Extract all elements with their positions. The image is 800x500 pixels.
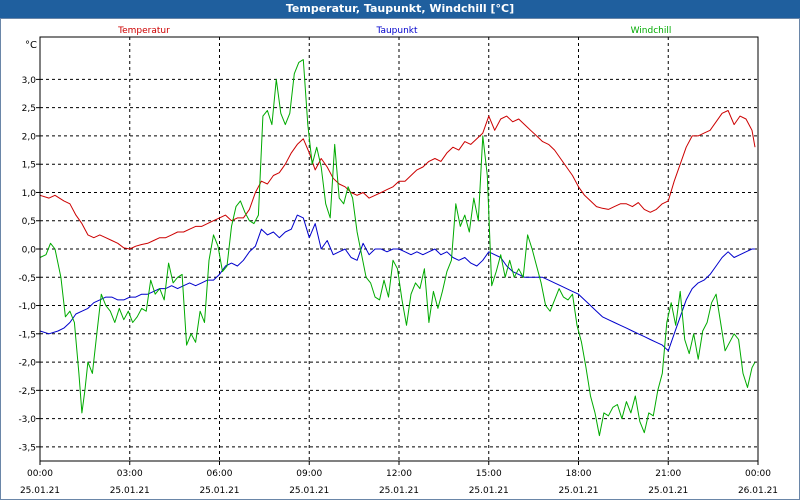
series-lines	[39, 59, 756, 437]
series-line-temperatur	[39, 110, 756, 250]
x-tick-time-label: 21:00	[655, 469, 681, 479]
y-tick-label: 1,0	[22, 189, 37, 199]
x-tick-time-label: 15:00	[476, 469, 502, 479]
x-tick-date-label: 26.01.21	[738, 486, 778, 496]
x-tick-date-label: 25.01.21	[648, 486, 688, 496]
y-tick-label: 0,0	[22, 246, 37, 256]
x-tick-date-label: 25.01.21	[199, 486, 239, 496]
y-tick-label: -1,5	[18, 330, 36, 340]
y-tick-label: 0,5	[22, 217, 36, 227]
x-tick-time-label: 12:00	[386, 469, 412, 479]
x-tick-date-label: 25.01.21	[110, 486, 150, 496]
y-tick-label: -3,0	[18, 415, 36, 425]
x-tick-time-label: 00:00	[745, 469, 771, 479]
y-tick-label: -0,5	[18, 274, 36, 284]
x-tick-time-label: 18:00	[566, 469, 592, 479]
y-tick-label: 2,0	[22, 132, 37, 142]
x-tick-time-label: 06:00	[207, 469, 233, 479]
y-tick-label: -3,5	[18, 443, 36, 453]
x-tick-date-label: 25.01.21	[379, 486, 419, 496]
x-tick-date-label: 25.01.21	[558, 486, 598, 496]
x-tick-date-label: 25.01.21	[469, 486, 509, 496]
chart-title: Temperatur, Taupunkt, Windchill [°C]	[0, 0, 800, 18]
x-tick-date-label: 25.01.21	[289, 486, 329, 496]
series-line-taupunkt	[39, 214, 755, 352]
y-tick-label: -2,0	[18, 359, 36, 369]
y-axis: 3,0 2,5 2,0 1,5 1,0 0,5 0,0 -0,5 -1,0 -1,5 -2,0 -2,…	[18, 76, 40, 453]
y-tick-label: 2,5	[22, 104, 36, 114]
x-tick-time-label: 09:00	[296, 469, 322, 479]
x-axis: 00:00 25.01.21 03:00 25.01.21 06:00 25.01.21 0…	[20, 461, 778, 496]
series-line-windchill	[39, 59, 756, 437]
legend-item-temperatur: Temperatur	[117, 26, 170, 36]
y-tick-label: -2,5	[18, 387, 36, 397]
legend: Temperatur Taupunkt Windchill	[117, 26, 671, 36]
y-tick-label: 1,5	[22, 161, 36, 171]
legend-item-windchill: Windchill	[631, 26, 672, 36]
x-tick-date-label: 25.01.21	[20, 486, 60, 496]
legend-item-taupunkt: Taupunkt	[375, 26, 418, 36]
y-axis-unit-label: °C	[25, 40, 37, 51]
x-tick-time-label: 00:00	[27, 469, 53, 479]
x-tick-time-label: 03:00	[117, 469, 143, 479]
y-tick-label: -1,0	[18, 302, 36, 312]
y-tick-label: 3,0	[22, 76, 37, 86]
